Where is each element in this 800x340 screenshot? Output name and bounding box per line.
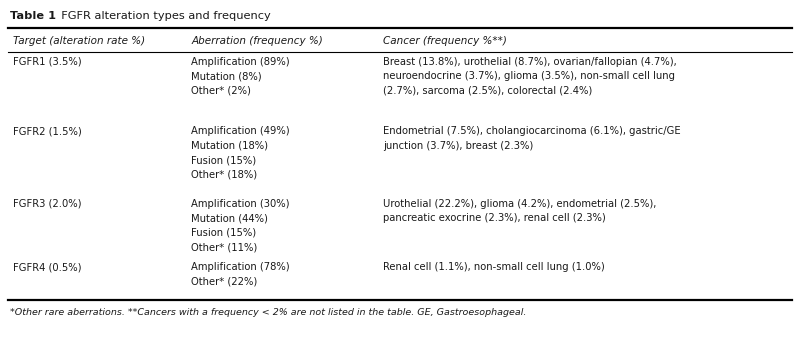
Text: Amplification (78%)
Other* (22%): Amplification (78%) Other* (22%)	[191, 262, 290, 287]
Text: Table 1: Table 1	[10, 11, 56, 21]
Text: Endometrial (7.5%), cholangiocarcinoma (6.1%), gastric/GE
junction (3.7%), breas: Endometrial (7.5%), cholangiocarcinoma (…	[383, 126, 681, 151]
Text: FGFR4 (0.5%): FGFR4 (0.5%)	[13, 262, 82, 272]
Text: FGFR alteration types and frequency: FGFR alteration types and frequency	[54, 11, 271, 21]
Text: FGFR2 (1.5%): FGFR2 (1.5%)	[13, 126, 82, 136]
Text: FGFR1 (3.5%): FGFR1 (3.5%)	[13, 57, 82, 67]
Text: Amplification (30%)
Mutation (44%)
Fusion (15%)
Other* (11%): Amplification (30%) Mutation (44%) Fusio…	[191, 199, 290, 252]
Text: Aberration (frequency %): Aberration (frequency %)	[191, 36, 323, 46]
Text: *Other rare aberrations. **Cancers with a frequency < 2% are not listed in the t: *Other rare aberrations. **Cancers with …	[10, 308, 526, 317]
Text: Renal cell (1.1%), non-small cell lung (1.0%): Renal cell (1.1%), non-small cell lung (…	[383, 262, 605, 272]
Text: Amplification (89%)
Mutation (8%)
Other* (2%): Amplification (89%) Mutation (8%) Other*…	[191, 57, 290, 96]
Text: Amplification (49%)
Mutation (18%)
Fusion (15%)
Other* (18%): Amplification (49%) Mutation (18%) Fusio…	[191, 126, 290, 180]
Text: FGFR3 (2.0%): FGFR3 (2.0%)	[13, 199, 82, 209]
Text: Urothelial (22.2%), glioma (4.2%), endometrial (2.5%),
pancreatic exocrine (2.3%: Urothelial (22.2%), glioma (4.2%), endom…	[383, 199, 657, 223]
Text: Breast (13.8%), urothelial (8.7%), ovarian/fallopian (4.7%),
neuroendocrine (3.7: Breast (13.8%), urothelial (8.7%), ovari…	[383, 57, 677, 96]
Text: Cancer (frequency %**): Cancer (frequency %**)	[383, 36, 507, 46]
Text: Target (alteration rate %): Target (alteration rate %)	[13, 36, 145, 46]
